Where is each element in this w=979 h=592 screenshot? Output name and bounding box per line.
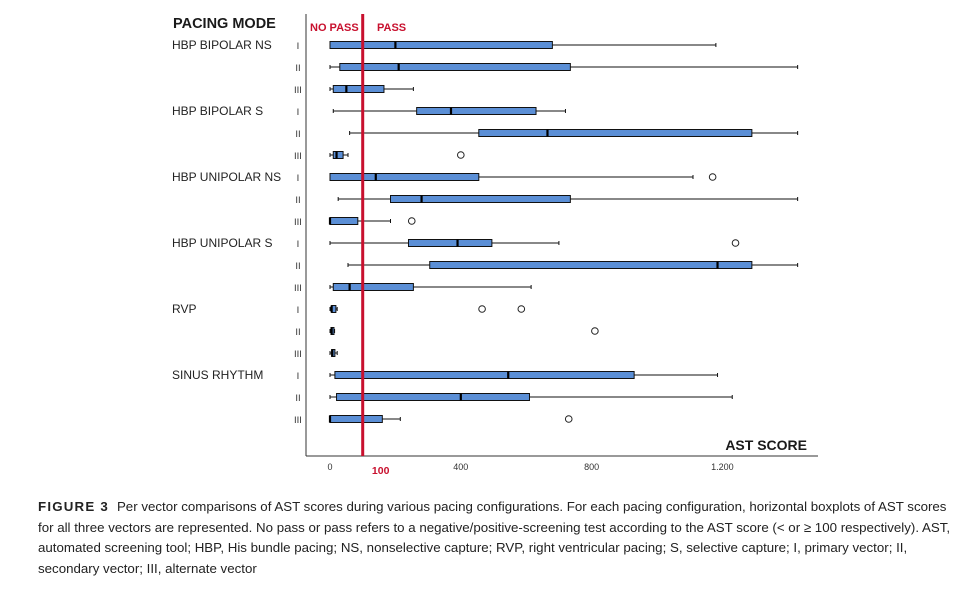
vector-label: III [294,217,302,228]
vector-label: II [295,393,300,404]
outlier-point [478,305,486,313]
vector-label: I [297,305,300,316]
x-tick-label: 100 [372,465,390,477]
outlier-point [407,217,416,225]
vector-label: II [295,195,300,206]
group-label: HBP UNIPOLAR S [172,236,272,250]
vector-label: II [295,129,300,140]
vector-label: II [295,327,300,338]
box [329,41,553,49]
box [329,173,480,181]
box [332,85,385,93]
outlier-point [731,239,740,247]
box [334,371,635,379]
pass-label: PASS [377,22,406,34]
vector-label: II [295,63,300,74]
group-label: RVP [172,302,196,316]
group-header: PACING MODE [173,16,276,32]
vector-label: I [297,239,300,250]
vector-label: III [294,151,302,162]
x-tick-label: 400 [453,462,468,472]
box [390,195,571,203]
box [332,283,414,291]
figure-label: FIGURE 3 [38,499,109,514]
box [332,151,344,159]
vector-label: III [294,349,302,360]
outlier-point [517,305,526,313]
outlier-point [591,327,599,335]
box [429,261,753,269]
box [336,393,530,401]
outlier-point [457,151,465,159]
box [329,415,383,423]
caption-text: Per vector comparisons of AST scores dur… [38,499,951,576]
x-axis-title: AST SCORE [725,437,807,453]
vector-label: III [294,283,302,294]
vector-label: I [297,41,300,52]
group-label: HBP UNIPOLAR NS [172,170,281,184]
box [407,239,493,247]
figure-caption: FIGURE 3 Per vector comparisons of AST sc… [38,497,953,579]
box [416,107,537,115]
x-tick-label: 800 [584,462,599,472]
vector-label: I [297,371,300,382]
group-label: HBP BIPOLAR S [172,104,263,118]
box [478,129,753,137]
vector-label: III [294,85,302,96]
x-tick-label: 0 [327,462,332,472]
outlier-point [708,173,717,181]
no-pass-label: NO PASS [310,22,359,34]
vector-label: I [297,107,300,118]
outlier-point [564,415,573,423]
vector-label: II [295,261,300,272]
x-tick-label: 1.200 [711,462,734,472]
box [329,217,359,225]
group-label: HBP BIPOLAR NS [172,38,272,52]
group-label: SINUS RHYTHM [172,368,263,382]
box [339,63,571,71]
vector-label: I [297,173,300,184]
vector-label: III [294,415,302,426]
